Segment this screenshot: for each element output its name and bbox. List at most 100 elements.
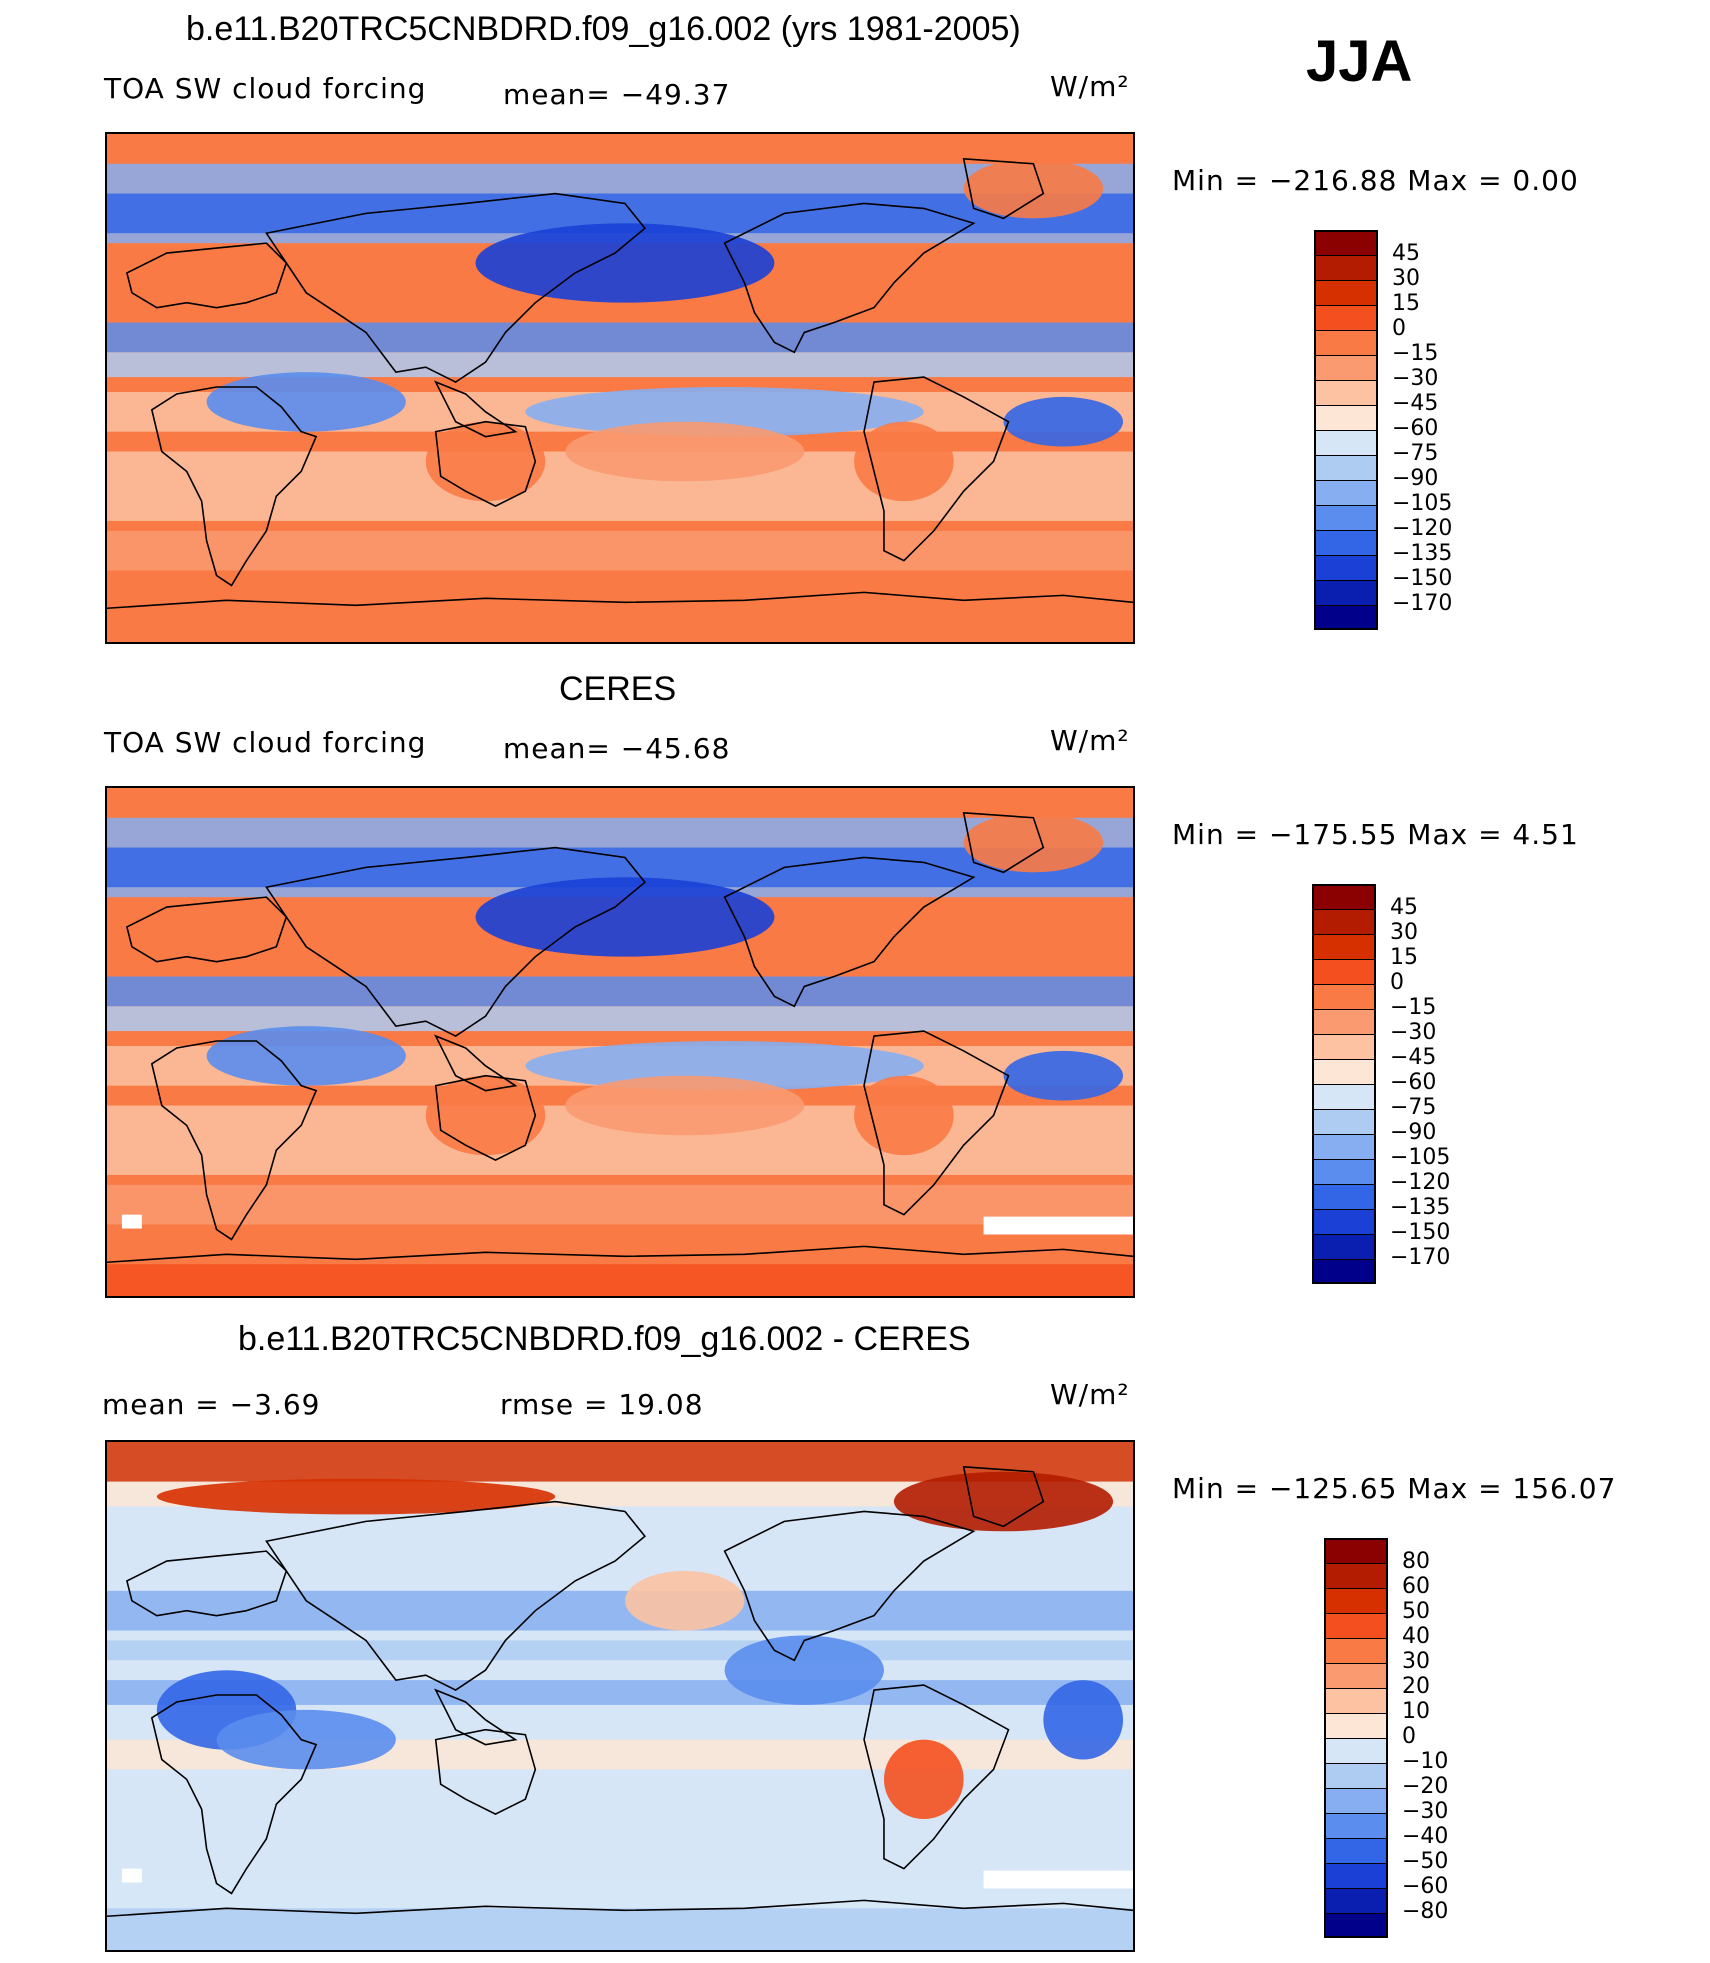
colorbar-swatch xyxy=(1324,1888,1388,1913)
colorbar-swatch xyxy=(1314,505,1378,530)
colorbar-swatch xyxy=(1312,1084,1376,1109)
colorbar-swatch xyxy=(1314,605,1378,630)
colorbar-tick-label: −150 xyxy=(1392,566,1453,591)
colorbar-swatch xyxy=(1312,1184,1376,1209)
colorbar-swatch xyxy=(1314,230,1378,255)
colorbar-tick-label: −90 xyxy=(1390,1120,1437,1145)
colorbar-swatch xyxy=(1324,1563,1388,1588)
colorbar-swatch xyxy=(1324,1838,1388,1863)
colorbar-swatch xyxy=(1314,280,1378,305)
colorbar-swatch xyxy=(1314,430,1378,455)
colorbar-tick-label: 30 xyxy=(1402,1649,1430,1674)
colorbar-swatch xyxy=(1312,984,1376,1009)
colorbar-tick-label: −170 xyxy=(1390,1245,1451,1270)
panel-2-mean: mean= −45.68 xyxy=(503,732,731,765)
colorbar-swatch xyxy=(1314,555,1378,580)
colorbar-tick-label: −60 xyxy=(1402,1874,1449,1899)
panel-3-rmse: rmse = 19.08 xyxy=(500,1388,704,1421)
colorbar-tick-label: 0 xyxy=(1392,316,1406,341)
colorbar-swatch xyxy=(1314,405,1378,430)
colorbar-tick-label: 0 xyxy=(1390,970,1404,995)
colorbar-tick-label: 50 xyxy=(1402,1599,1430,1624)
colorbar-swatch xyxy=(1324,1613,1388,1638)
colorbar-swatch xyxy=(1324,1713,1388,1738)
colorbar-tick-label: 0 xyxy=(1402,1724,1416,1749)
colorbar-swatch xyxy=(1312,1009,1376,1034)
colorbar-tick-label: −105 xyxy=(1392,491,1453,516)
colorbar-swatch xyxy=(1312,1109,1376,1134)
panel-1-minmax: Min = −216.88 Max = 0.00 xyxy=(1172,164,1579,197)
colorbar-tick-label: 30 xyxy=(1392,266,1420,291)
colorbar-tick-label: −120 xyxy=(1390,1170,1451,1195)
colorbar-tick-label: 15 xyxy=(1392,291,1420,316)
colorbar-swatch xyxy=(1324,1813,1388,1838)
colorbar-tick-label: 20 xyxy=(1402,1674,1430,1699)
panel-2-map xyxy=(105,786,1135,1298)
colorbar-tick-label: −10 xyxy=(1402,1749,1449,1774)
colorbar-tick-label: −60 xyxy=(1392,416,1439,441)
panel-2-minmax: Min = −175.55 Max = 4.51 xyxy=(1172,818,1579,851)
colorbar-swatch xyxy=(1312,1209,1376,1234)
panel-1-mean: mean= −49.37 xyxy=(503,78,731,111)
colorbar-tick-label: −170 xyxy=(1392,591,1453,616)
colorbar-swatch xyxy=(1324,1663,1388,1688)
colorbar-tick-label: 45 xyxy=(1390,895,1418,920)
colorbar-tick-label: −105 xyxy=(1390,1145,1451,1170)
colorbar-swatch xyxy=(1324,1738,1388,1763)
colorbar-tick-label: −15 xyxy=(1390,995,1437,1020)
colorbar-tick-label: 15 xyxy=(1390,945,1418,970)
colorbar-tick-label: −50 xyxy=(1402,1849,1449,1874)
colorbar-tick-label: −45 xyxy=(1392,391,1439,416)
colorbar-tick-label: −20 xyxy=(1402,1774,1449,1799)
colorbar-tick-label: −75 xyxy=(1392,441,1439,466)
colorbar-swatch xyxy=(1314,580,1378,605)
colorbar-tick-label: −30 xyxy=(1402,1799,1449,1824)
colorbar-swatch xyxy=(1314,455,1378,480)
colorbar-tick-label: 45 xyxy=(1392,241,1420,266)
panel-3-title: b.e11.B20TRC5CNBDRD.f09_g16.002 - CERES xyxy=(238,1320,971,1358)
colorbar-tick-label: −30 xyxy=(1390,1020,1437,1045)
colorbar-swatch xyxy=(1324,1763,1388,1788)
colorbar-swatch xyxy=(1312,959,1376,984)
colorbar-tick-label: −60 xyxy=(1390,1070,1437,1095)
panel-3-minmax: Min = −125.65 Max = 156.07 xyxy=(1172,1472,1617,1505)
colorbar-swatch xyxy=(1314,530,1378,555)
colorbar-tick-label: −90 xyxy=(1392,466,1439,491)
colorbar-swatch xyxy=(1312,934,1376,959)
colorbar-swatch xyxy=(1314,305,1378,330)
colorbar-swatch xyxy=(1314,255,1378,280)
colorbar-swatch xyxy=(1314,330,1378,355)
colorbar-swatch xyxy=(1312,1059,1376,1084)
season-label: JJA xyxy=(1306,29,1413,94)
panel-1-title: b.e11.B20TRC5CNBDRD.f09_g16.002 (yrs 198… xyxy=(186,10,1021,48)
colorbar-swatch xyxy=(1312,884,1376,909)
panel-1-map xyxy=(105,132,1135,644)
colorbar-tick-label: −120 xyxy=(1392,516,1453,541)
panel-1-units: W/m² xyxy=(1050,70,1130,103)
colorbar-swatch xyxy=(1324,1638,1388,1663)
colorbar-tick-label: 40 xyxy=(1402,1624,1430,1649)
colorbar-tick-label: −135 xyxy=(1390,1195,1451,1220)
colorbar-swatch xyxy=(1312,1234,1376,1259)
colorbar-swatch xyxy=(1324,1863,1388,1888)
colorbar-swatch xyxy=(1324,1788,1388,1813)
colorbar-tick-label: 10 xyxy=(1402,1699,1430,1724)
panel-2-variable: TOA SW cloud forcing xyxy=(104,726,427,759)
colorbar-swatch xyxy=(1324,1538,1388,1563)
colorbar-tick-label: −40 xyxy=(1402,1824,1449,1849)
colorbar-swatch xyxy=(1312,909,1376,934)
colorbar-swatch xyxy=(1324,1688,1388,1713)
colorbar-swatch xyxy=(1312,1159,1376,1184)
colorbar-swatch xyxy=(1314,480,1378,505)
colorbar-swatch xyxy=(1312,1259,1376,1284)
panel-1-variable: TOA SW cloud forcing xyxy=(104,72,427,105)
colorbar-tick-label: −75 xyxy=(1390,1095,1437,1120)
colorbar-tick-label: −30 xyxy=(1392,366,1439,391)
colorbar-tick-label: 30 xyxy=(1390,920,1418,945)
colorbar-tick-label: 60 xyxy=(1402,1574,1430,1599)
panel-2-title: CERES xyxy=(559,670,677,708)
colorbar-swatch xyxy=(1314,380,1378,405)
colorbar-tick-label: −135 xyxy=(1392,541,1453,566)
colorbar-tick-label: 80 xyxy=(1402,1549,1430,1574)
panel-2-units: W/m² xyxy=(1050,724,1130,757)
